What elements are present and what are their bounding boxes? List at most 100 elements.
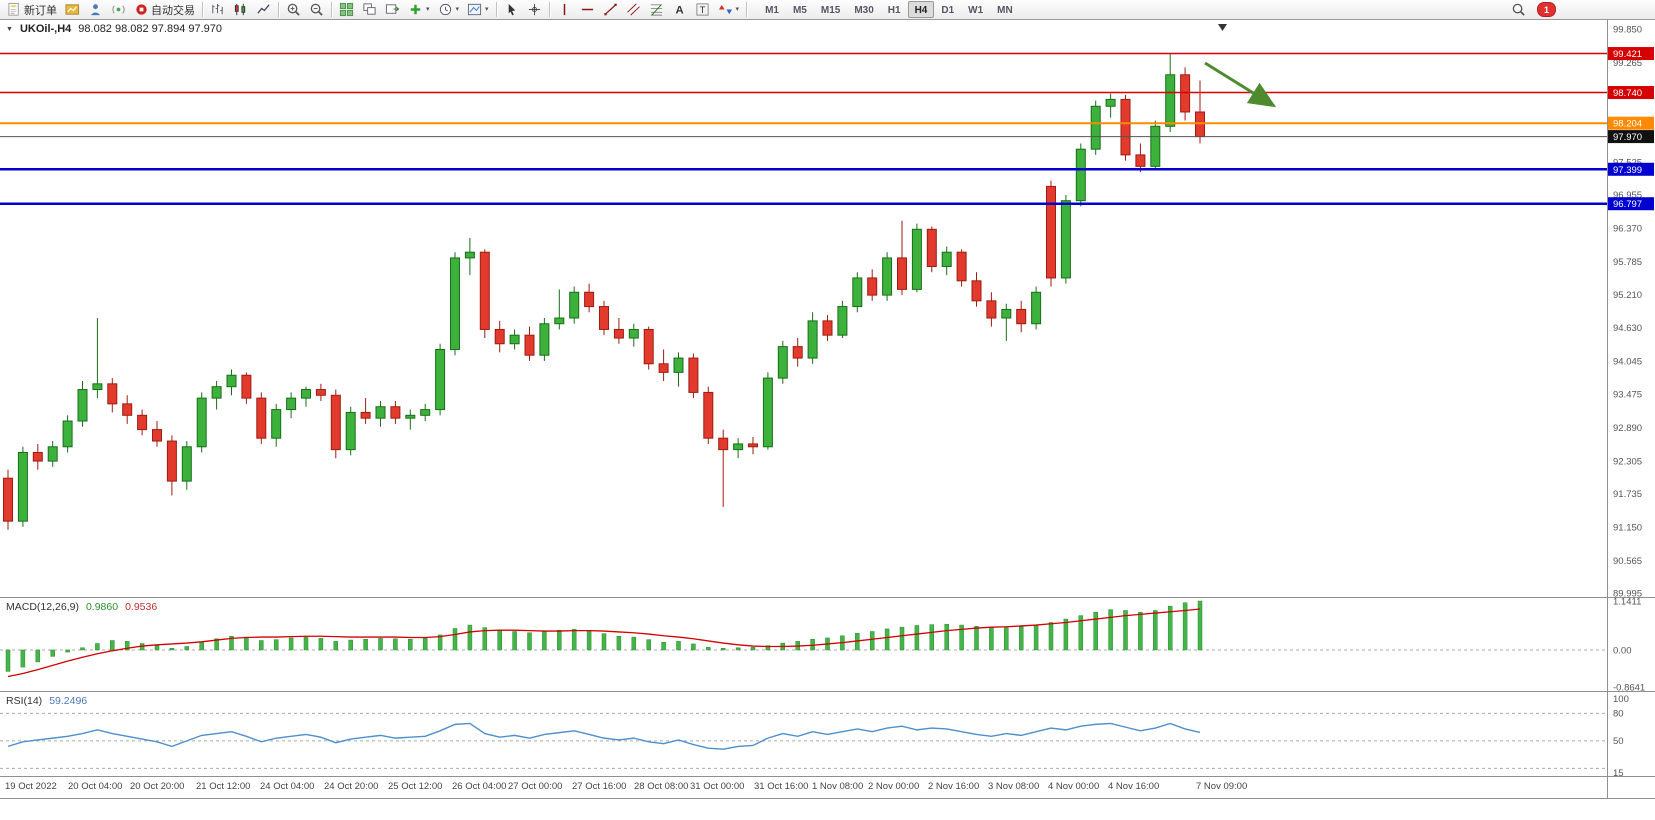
vertical-line-button[interactable] (554, 1, 575, 19)
timeframe-mn[interactable]: MN (990, 1, 1020, 18)
cascade-windows-button[interactable] (359, 1, 380, 19)
svg-text:26 Oct 04:00: 26 Oct 04:00 (452, 781, 506, 792)
symbol-dropdown-icon[interactable]: ▼ (6, 25, 13, 33)
community-button[interactable] (108, 1, 129, 19)
tile-windows-button[interactable] (336, 1, 357, 19)
indicators-button[interactable]: ▾ (405, 1, 433, 19)
channel-button[interactable] (623, 1, 644, 19)
bars-icon (212, 3, 223, 15)
svg-text:96.955: 96.955 (1613, 190, 1642, 201)
chart-window-button[interactable] (62, 1, 83, 19)
auto-trading-button-label: 自动交易 (151, 4, 195, 17)
time-axis: 19 Oct 2022 20 Oct 04:00 20 Oct 20:00 21 Oc… (5, 781, 1247, 792)
svg-text:92.890: 92.890 (1613, 423, 1642, 434)
bar-chart-button[interactable] (207, 1, 228, 19)
horizontal-line-button[interactable] (577, 1, 598, 19)
candles-icon (234, 3, 246, 16)
new-order-button[interactable]: 新订单 (4, 1, 60, 19)
text-label-button[interactable]: T (692, 1, 713, 19)
macd-header: MACD(12,26,9) 0.9860 0.9536 (6, 601, 157, 613)
crosshair-button[interactable] (524, 1, 545, 19)
svg-text:80: 80 (1613, 708, 1624, 719)
svg-text:99.421: 99.421 (1613, 49, 1642, 60)
svg-text:24 Oct 04:00: 24 Oct 04:00 (260, 781, 314, 792)
text-button[interactable]: A (669, 1, 690, 19)
toolbar-separator (202, 2, 203, 17)
zoom-out-button[interactable] (306, 1, 327, 19)
svg-text:100: 100 (1613, 694, 1629, 705)
auto-trading-button[interactable]: 自动交易 (131, 1, 198, 19)
price-badge (1608, 130, 1654, 144)
market-depth-button[interactable] (85, 1, 106, 19)
candlestick-button[interactable] (230, 1, 251, 19)
line-chart-button[interactable] (253, 1, 274, 19)
chart-window-icon (65, 4, 80, 15)
rsi-value: 59.2496 (49, 695, 88, 707)
hline-icon (581, 8, 593, 11)
macd-signal-value: 0.9536 (125, 601, 158, 613)
svg-text:97.970: 97.970 (1613, 132, 1642, 143)
svg-text:31 Oct 00:00: 31 Oct 00:00 (690, 781, 744, 792)
candlesticks (3, 53, 1205, 530)
chevron-down-icon: ▾ (455, 6, 460, 13)
timeframe-m30[interactable]: M30 (847, 1, 880, 18)
svg-text:98.204: 98.204 (1613, 119, 1642, 130)
svg-text:93.475: 93.475 (1613, 389, 1642, 400)
timeframe-m15[interactable]: M15 (814, 1, 847, 18)
svg-text:T: T (699, 5, 705, 15)
trend-icon (603, 3, 617, 16)
arrows-button[interactable]: ▾ (715, 1, 743, 19)
svg-text:27 Oct 00:00: 27 Oct 00:00 (508, 781, 562, 792)
trend-arrow-annotation[interactable] (1204, 61, 1277, 108)
timeframe-h4[interactable]: H4 (907, 1, 935, 18)
timeframe-d1[interactable]: D1 (934, 1, 961, 18)
notification-badge[interactable]: 1 (1537, 2, 1556, 17)
svg-text:A: A (675, 5, 683, 17)
periods-button[interactable]: ▾ (435, 1, 463, 19)
shapes-icon (718, 4, 732, 15)
chart-plot-area[interactable]: 99.85099.26597.52596.95596.37095.78595.2… (0, 20, 1655, 820)
chart-shift-marker[interactable] (1218, 24, 1227, 31)
svg-text:2 Nov 00:00: 2 Nov 00:00 (868, 781, 919, 792)
channel-icon (626, 3, 640, 16)
new-order-button-label: 新订单 (24, 4, 57, 17)
svg-text:1.1411: 1.1411 (1613, 597, 1641, 608)
horizontal-lines[interactable] (0, 52, 1607, 205)
toolbar-buttons: 新订单 自动交易 ▾ ▾ ▾ A T ▾ (3, 1, 750, 19)
cursor-button[interactable] (501, 1, 522, 19)
toolbar-separator (495, 2, 497, 17)
svg-text:99.850: 99.850 (1613, 25, 1642, 36)
timeframe-w1[interactable]: W1 (961, 1, 990, 18)
auto-scroll-button[interactable] (382, 1, 403, 19)
vline-icon (563, 3, 565, 16)
crosshair-icon (528, 3, 540, 16)
timeframe-m5[interactable]: M5 (786, 1, 814, 18)
autotrade-icon (136, 4, 147, 15)
svg-text:99.265: 99.265 (1613, 58, 1642, 69)
svg-text:98.740: 98.740 (1613, 88, 1642, 99)
new-order-icon (8, 2, 19, 16)
chevron-down-icon: ▾ (426, 6, 430, 13)
rsi-title: RSI(14) (6, 695, 43, 707)
timeframe-h1[interactable]: H1 (881, 1, 908, 18)
svg-text:91.735: 91.735 (1613, 489, 1642, 500)
shift-icon (385, 4, 400, 14)
svg-text:4 Nov 00:00: 4 Nov 00:00 (1048, 781, 1099, 792)
chevron-down-icon: ▾ (735, 6, 740, 13)
trendline-button[interactable] (600, 1, 621, 19)
price-badge (1608, 86, 1654, 100)
price-badge (1608, 47, 1654, 61)
clock-icon (439, 3, 451, 16)
search-button[interactable] (1508, 1, 1529, 19)
fibonacci-button[interactable] (646, 1, 667, 19)
svg-text:2 Nov 16:00: 2 Nov 16:00 (928, 781, 979, 792)
svg-text:92.305: 92.305 (1613, 456, 1642, 467)
zoom-in-button[interactable] (283, 1, 304, 19)
svg-text:27 Oct 16:00: 27 Oct 16:00 (572, 781, 626, 792)
rsi-header: RSI(14) 59.2496 (6, 695, 87, 707)
svg-text:89.995: 89.995 (1613, 589, 1642, 600)
templates-button[interactable]: ▾ (464, 1, 492, 19)
toolbar-separator (278, 2, 279, 17)
timeframe-m1[interactable]: M1 (758, 1, 786, 18)
toolbar-separator (548, 2, 550, 17)
